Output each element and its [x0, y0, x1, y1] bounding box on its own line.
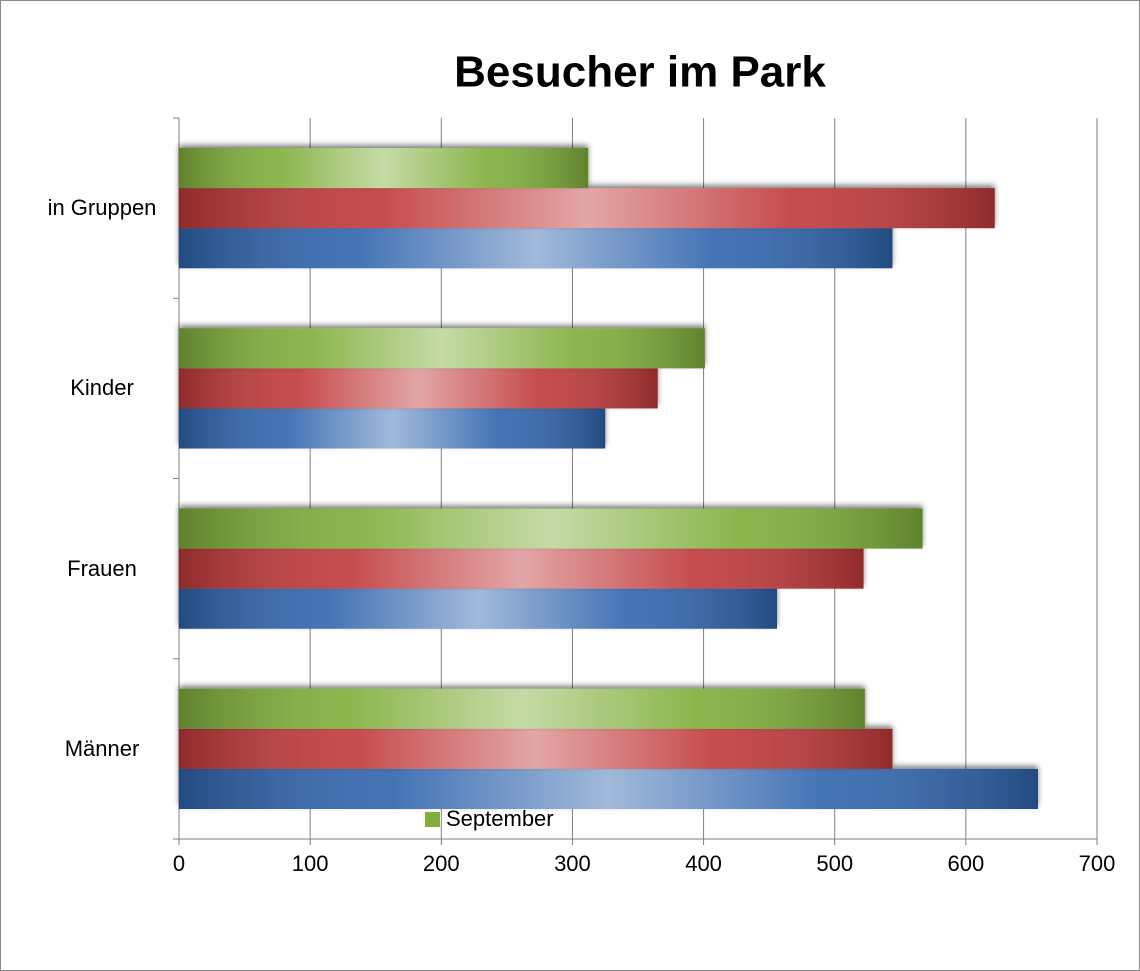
bar-sheen: [179, 548, 864, 589]
bar-sheen: [179, 588, 778, 629]
y-tick-label: Frauen: [67, 555, 137, 581]
bar-sheen: [179, 148, 589, 189]
y-tick-label: Männer: [64, 735, 140, 761]
x-tick-label: 500: [816, 851, 853, 876]
x-tick-label: 400: [685, 851, 722, 876]
bar-sheen: [179, 328, 705, 369]
bar-group: [179, 368, 658, 409]
bar-sheen: [179, 368, 658, 409]
bar-group: [179, 548, 864, 589]
bar-group: [179, 228, 893, 269]
bar-sheen: [179, 188, 995, 229]
bar-sheen: [179, 728, 893, 769]
x-tick-label: 300: [554, 851, 591, 876]
bar-group: [179, 768, 1038, 809]
y-tick-label: in Gruppen: [47, 195, 157, 221]
bar-sheen: [179, 408, 606, 449]
x-tick-label: 200: [423, 851, 460, 876]
bar-sheen: [179, 688, 865, 729]
bar-group: [179, 188, 995, 229]
bar-sheen: [179, 228, 893, 269]
x-tick-label: 0: [173, 851, 185, 876]
bar-sheen: [179, 768, 1038, 809]
bar-group: [179, 408, 606, 449]
bar-group: [179, 588, 778, 629]
x-tick-label: 600: [947, 851, 984, 876]
y-tick-label: Kinder: [70, 375, 134, 401]
bar-sheen: [179, 508, 923, 549]
chart-title: Besucher im Park: [454, 48, 826, 97]
x-tick-label: 700: [1079, 851, 1116, 876]
x-tick-label: 100: [292, 851, 329, 876]
bar-group: [179, 728, 893, 769]
legend-swatch: [425, 812, 440, 827]
legend-label: September: [446, 806, 554, 831]
bar-group: [179, 508, 923, 549]
bar-group: [179, 328, 705, 369]
bar-group: [179, 688, 865, 729]
bar-group: [179, 148, 589, 189]
